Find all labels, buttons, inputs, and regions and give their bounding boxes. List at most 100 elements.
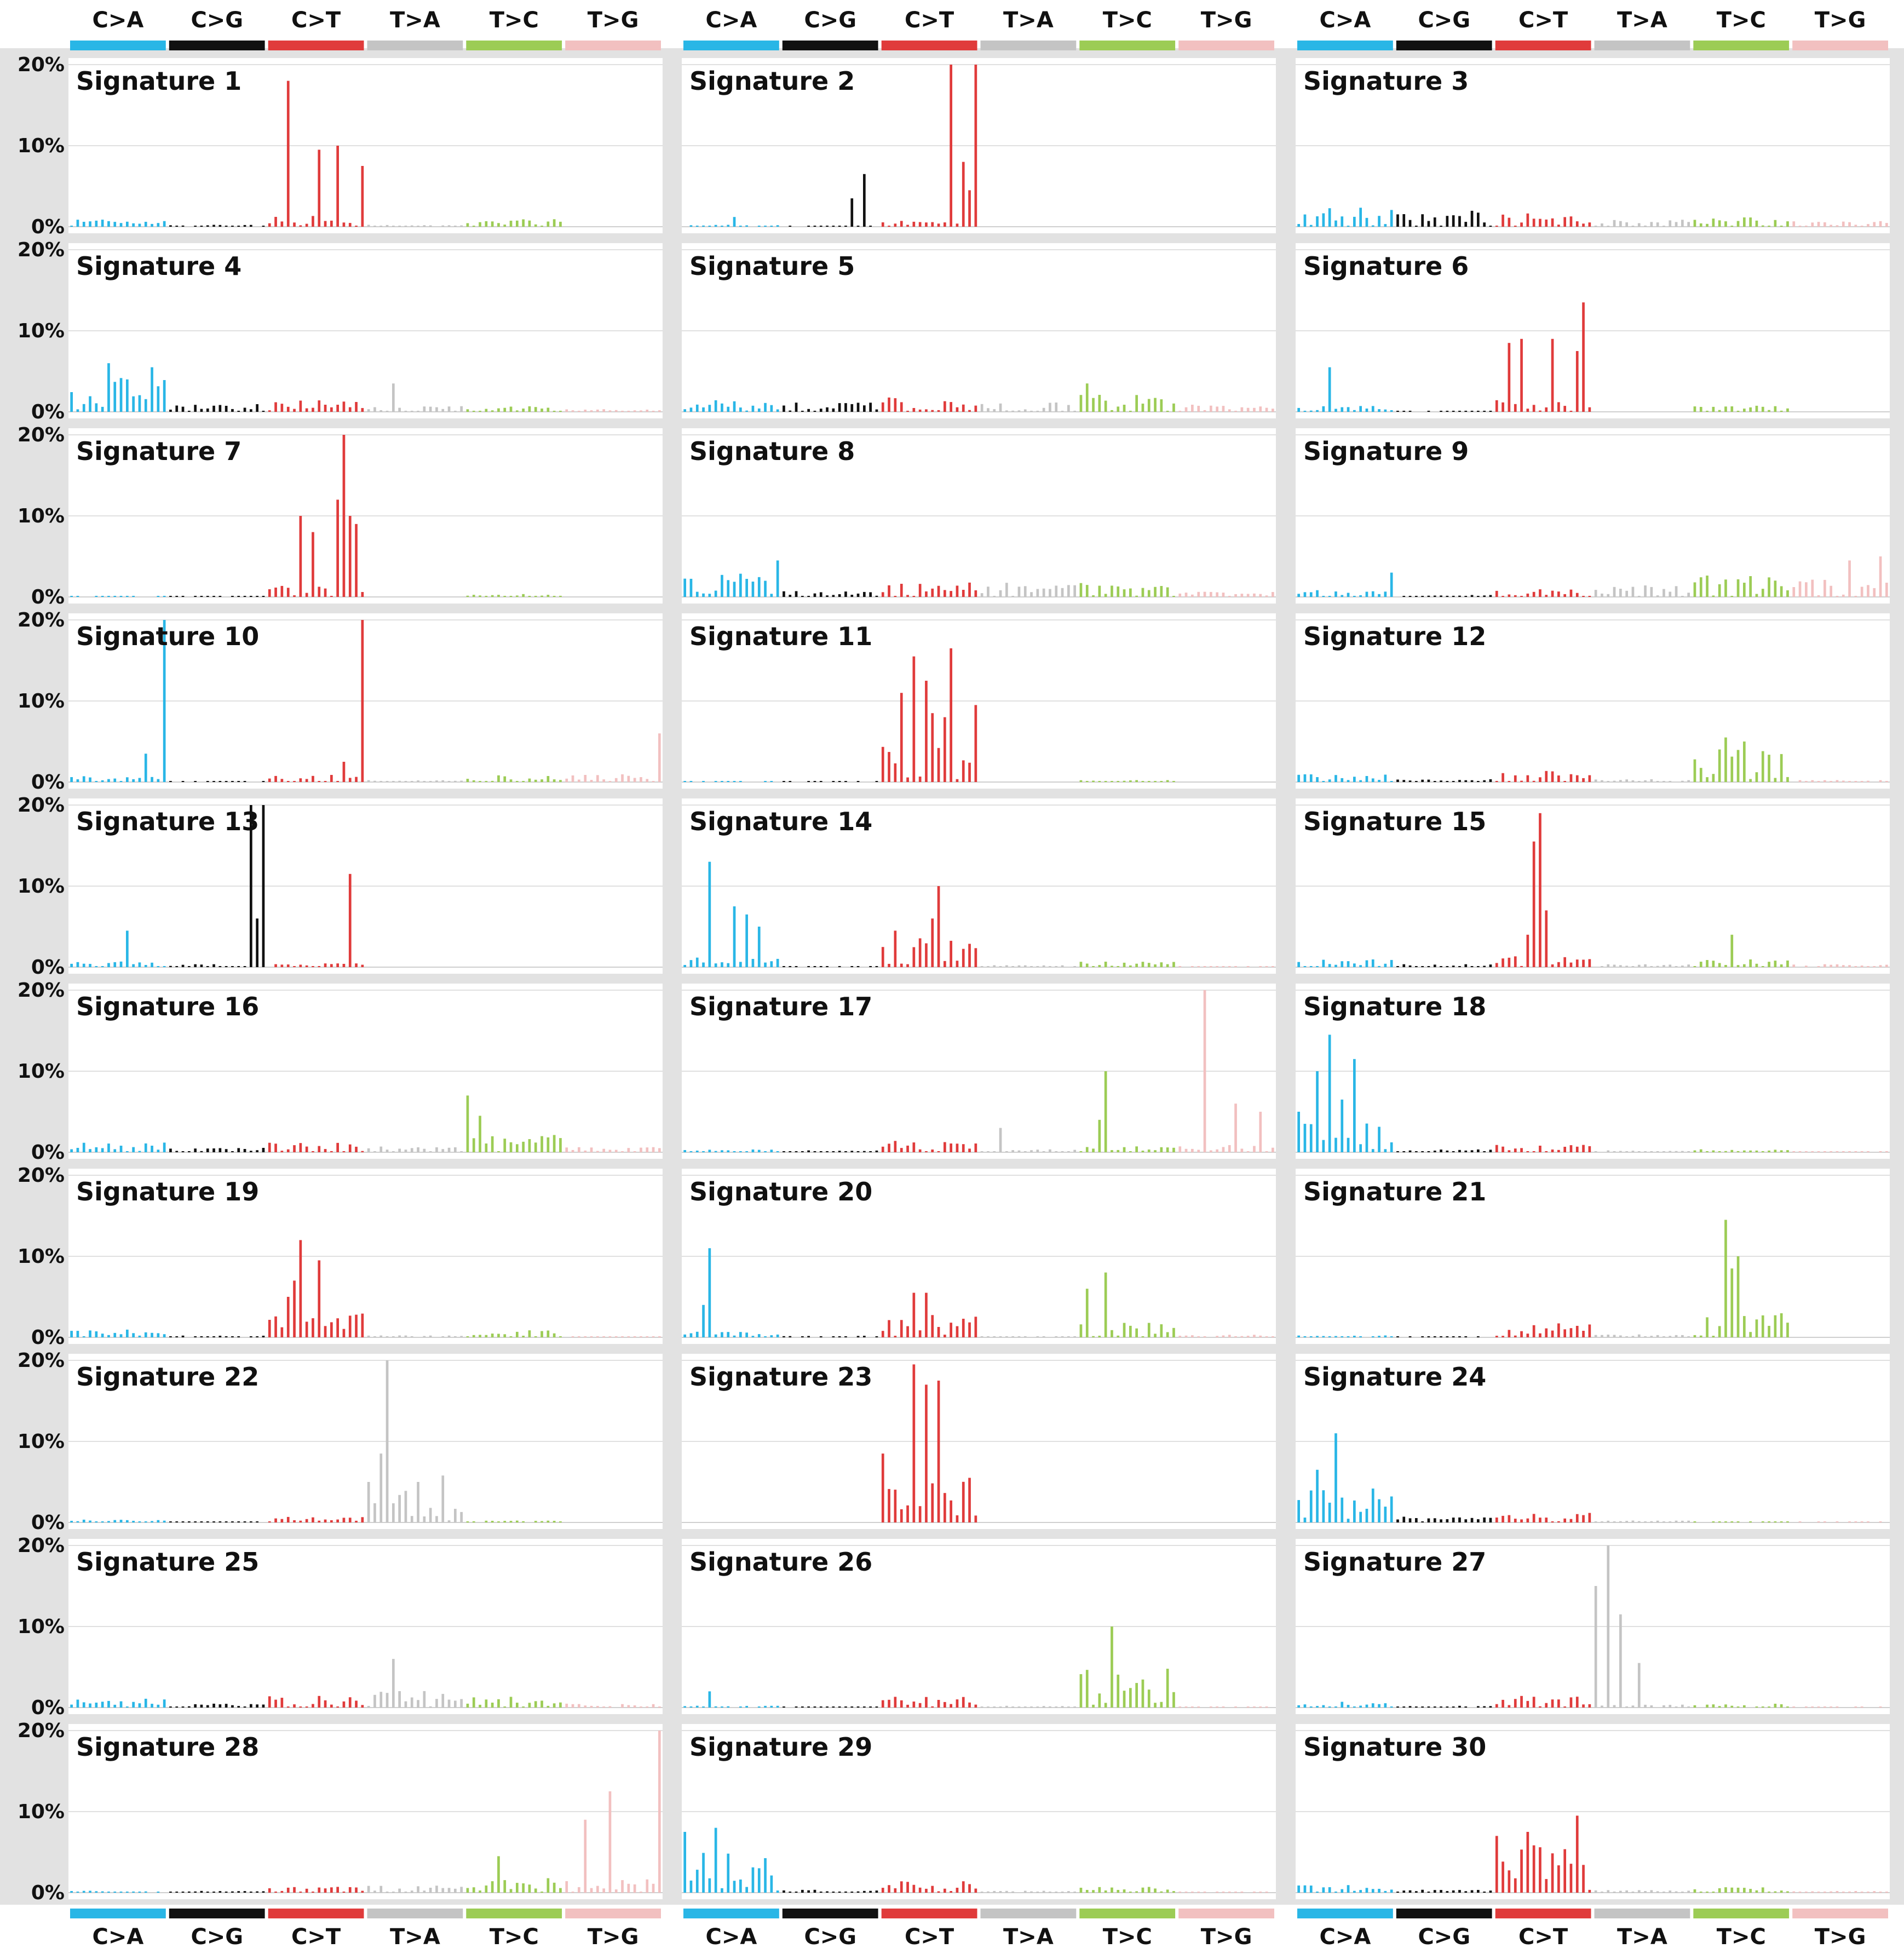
- signature-25-bar-C>T: [268, 1696, 271, 1708]
- signature-18-bar-T>C: [1699, 1149, 1702, 1152]
- signature-5-bar-T>A: [980, 404, 983, 412]
- signature-19-bar-C>T: [348, 1315, 352, 1337]
- signature-10-bar-C>T: [336, 781, 339, 782]
- signature-20-bar-C>T: [937, 1327, 940, 1337]
- signature-18-bar-C>T: [1532, 1151, 1535, 1152]
- signature-18-bar-C>T: [1502, 1146, 1504, 1152]
- signature-22-bar-C>T: [274, 1518, 277, 1522]
- signature-21-bar-C>G: [1440, 1336, 1442, 1337]
- signature-24-bar-T>A: [1631, 1520, 1635, 1522]
- signature-20-bar-T>A: [1042, 1336, 1045, 1337]
- category-strip-bottom-T>C: [1693, 1909, 1790, 1918]
- signature-21-bar-T>C: [1780, 1313, 1783, 1337]
- signature-2-bar-C>A: [714, 225, 717, 227]
- signature-9-bar-C>T: [1557, 591, 1560, 597]
- signature-6-bar-C>T: [1557, 402, 1560, 412]
- signature-29-bar-T>C: [1166, 1889, 1169, 1893]
- signature-29-bar-C>G: [826, 1891, 829, 1893]
- signature-28-bar-T>A: [447, 1888, 451, 1893]
- signature-4-bar-T>G: [621, 411, 624, 412]
- signature-18-bar-C>T: [1563, 1147, 1566, 1152]
- signature-28-bar-T>C: [559, 1888, 562, 1893]
- signature-4-bar-T>C: [491, 410, 494, 412]
- signature-12-bar-T>C: [1743, 742, 1746, 782]
- signature-29-bar-C>A: [733, 1881, 736, 1893]
- signature-21-bar-C>T: [1502, 1336, 1504, 1337]
- signature-7-bar-C>G: [243, 596, 246, 597]
- signature-12-bar-C>T: [1557, 775, 1560, 782]
- signature-21-bar-T>C: [1736, 1256, 1740, 1337]
- signature-20-bar-C>G: [807, 1336, 810, 1337]
- signature-12-bar-T>C: [1749, 779, 1752, 782]
- signature-9-bar-T>C: [1755, 594, 1758, 597]
- signature-17-bar-C>T: [956, 1143, 959, 1152]
- signature-17-bar-C>A: [708, 1150, 711, 1152]
- signature-5-bar-T>C: [1135, 395, 1138, 412]
- signature-16-bar-T>A: [447, 1147, 451, 1152]
- signature-25-bar-C>T: [330, 1704, 333, 1708]
- signature-25-bar-T>C: [485, 1699, 488, 1708]
- signature-26-bar-T>C: [1117, 1674, 1120, 1708]
- signature-11-bar-T>C: [1104, 781, 1107, 782]
- signature-18-bar-T>G: [1836, 1151, 1839, 1152]
- signature-29-title: Signature 29: [689, 1732, 872, 1762]
- signature-16-bar-T>C: [553, 1135, 556, 1152]
- signature-23-bar-C>T: [944, 1493, 946, 1522]
- signature-30-bar-C>T: [1502, 1861, 1504, 1893]
- signature-5-bar-T>C: [1141, 404, 1144, 412]
- signature-14-bar-T>C: [1079, 962, 1083, 967]
- signature-17-bar-T>A: [1023, 1151, 1027, 1152]
- signature-20-bar-C>G: [801, 1336, 804, 1337]
- signature-5-bar-C>A: [702, 407, 705, 412]
- signature-15-bar-T>G: [1885, 964, 1888, 967]
- signature-5-bar-C>T: [944, 401, 946, 412]
- signature-22-bar-T>A: [447, 1520, 451, 1522]
- signature-24-bar-T>C: [1749, 1521, 1752, 1522]
- signature-3-bar-T>G: [1885, 223, 1888, 227]
- signature-5-bar-C>T: [888, 397, 890, 412]
- signature-24-bar-T>C: [1768, 1521, 1770, 1522]
- signature-28-bar-C>A: [82, 1890, 85, 1893]
- signature-28-bar-T>G: [608, 1791, 612, 1893]
- signature-27-bar-T>C: [1761, 1706, 1764, 1708]
- signature-1-bar-T>C: [516, 220, 519, 227]
- signature-25-bar-C>A: [82, 1702, 85, 1708]
- signature-21-bar-C>A: [1303, 1336, 1307, 1337]
- signature-24-bar-C>A: [1297, 1500, 1300, 1522]
- signature-5-bar-T>G: [1234, 411, 1237, 412]
- signature-30-bar-C>T: [1545, 1879, 1548, 1893]
- signature-30-bar-T>A: [1637, 1890, 1641, 1893]
- signature-20-bar-C>T: [974, 1317, 977, 1337]
- signature-20-bar-C>A: [683, 1334, 686, 1337]
- signature-15-bar-T>G: [1842, 965, 1845, 967]
- signature-26-bar-T>G: [1184, 1706, 1188, 1708]
- signature-26-bar-C>G: [838, 1706, 841, 1708]
- signature-29-bar-T>A: [980, 1892, 983, 1893]
- signature-12-bar-C>A: [1309, 774, 1313, 782]
- signature-19-bar-T>G: [614, 1336, 618, 1337]
- signature-3-bar-C>T: [1520, 222, 1523, 227]
- signature-19-bar-T>A: [460, 1336, 463, 1337]
- signature-4-bar-T>C: [534, 407, 537, 412]
- signature-18-bar-T>G: [1817, 1151, 1820, 1152]
- signature-20-bar-T>C: [1085, 1289, 1089, 1337]
- signature-30-bar-C>G: [1489, 1890, 1492, 1893]
- signature-26-bar-T>C: [1135, 1683, 1138, 1708]
- signature-4-bar-T>G: [652, 411, 655, 412]
- signature-26-bar-T>C: [1079, 1674, 1083, 1708]
- signature-27-bar-T>G: [1817, 1706, 1820, 1708]
- signature-25-bar-C>A: [70, 1704, 73, 1708]
- signature-13-bar-C>T: [293, 966, 296, 967]
- signature-14-bar-T>C: [1147, 963, 1151, 967]
- category-strip-top-C>G: [169, 41, 265, 50]
- signature-30-bar-T>A: [1675, 1891, 1678, 1893]
- signature-5-bar-T>A: [1073, 411, 1076, 412]
- signature-16-bar-C>G: [237, 1148, 240, 1152]
- signature-25-bar-C>T: [299, 1706, 302, 1708]
- signature-5-bar-C>G: [844, 403, 847, 412]
- signature-3-bar-C>T: [1514, 226, 1517, 227]
- signature-7-bar-T>C: [559, 595, 562, 597]
- signature-20-bar-T>C: [1104, 1272, 1107, 1337]
- signature-29-bar-T>G: [1216, 1892, 1218, 1893]
- signature-18-bar-T>G: [1867, 1151, 1870, 1152]
